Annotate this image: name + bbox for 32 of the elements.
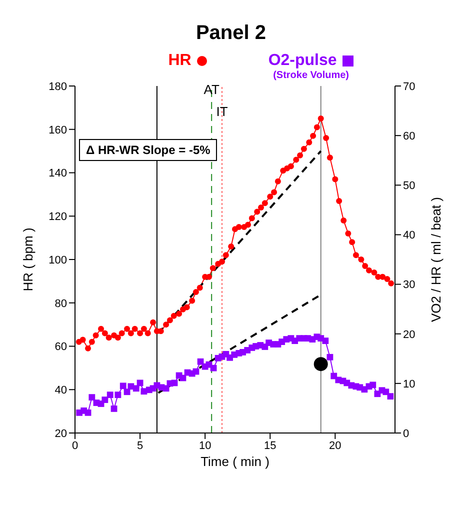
ref-line-label: IT	[216, 104, 228, 119]
y-tick-label: 160	[48, 124, 67, 136]
y-axis-title: HR ( bpm )	[20, 228, 36, 292]
y2-tick-label: 20	[403, 328, 416, 341]
y2-tick-label: 40	[403, 230, 416, 242]
y-tick-label: 140	[48, 168, 67, 180]
y2-tick-label: 30	[403, 279, 416, 292]
y-tick-label: 180	[48, 80, 67, 93]
x-tick-label: 15	[264, 440, 276, 452]
x-tick-label: 20	[329, 440, 342, 452]
x-axis-title: Time ( min )	[200, 454, 270, 469]
ref-line-label: AT	[204, 82, 220, 97]
y-tick-label: 40	[54, 384, 67, 397]
chart-title: Panel 2	[194, 22, 268, 45]
x-tick-label: 5	[136, 440, 144, 452]
y-tick-label: 100	[48, 254, 67, 266]
annotation: Δ HR-WR Slope = -5%	[79, 139, 218, 161]
x-tick-label: 0	[72, 440, 78, 452]
legend-label: O2-pulse	[268, 52, 338, 70]
y-tick-label: 60	[54, 341, 67, 354]
y-tick-label: 80	[54, 298, 67, 310]
y-tick-label: 120	[48, 211, 67, 224]
legend-label: HR	[168, 52, 192, 70]
y2-tick-label: 50	[403, 180, 416, 192]
y2-tick-label: 70	[403, 80, 416, 93]
x-tick-label: 10	[198, 440, 212, 452]
text: (Stroke Volume)	[272, 70, 350, 81]
y2-axis-title: VO2 / HR ( ml / beat )	[428, 197, 444, 322]
y2-tick-label: 60	[403, 130, 416, 142]
y-tick-label: 20	[54, 428, 67, 440]
y2-tick-label: 10	[403, 378, 416, 390]
y2-tick-label: 0	[403, 428, 410, 440]
